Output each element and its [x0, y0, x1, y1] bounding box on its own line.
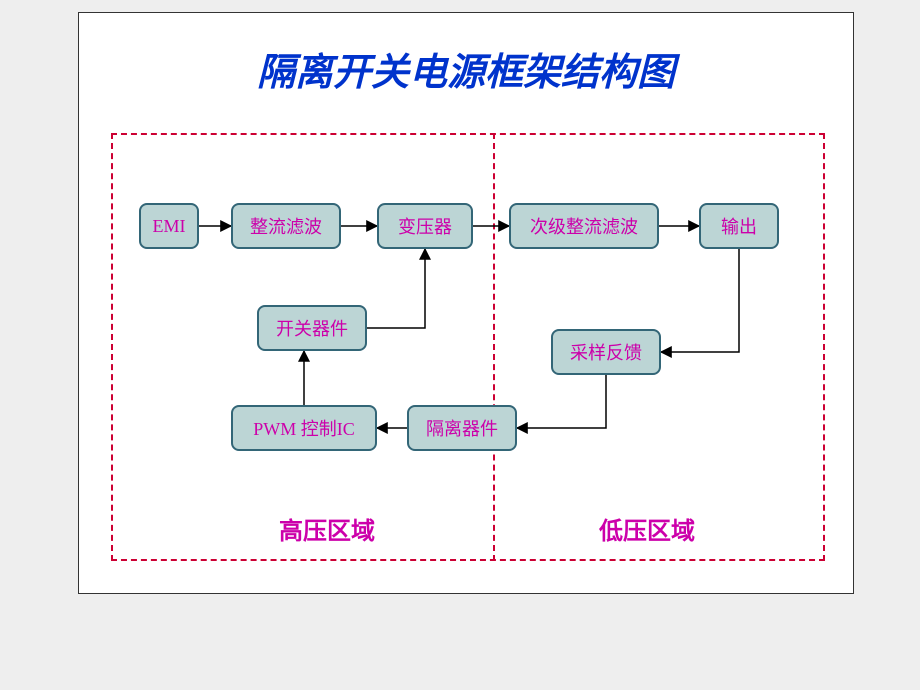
node-pwm-ic: PWM 控制IC [231, 405, 377, 451]
node-output: 输出 [699, 203, 779, 249]
node-emi: EMI [139, 203, 199, 249]
label-low-voltage: 低压区域 [599, 511, 695, 546]
region-outline [111, 133, 825, 561]
label-high-voltage: 高压区域 [279, 511, 375, 546]
node-sample-feedback: 采样反馈 [551, 329, 661, 375]
diagram-title: 隔离开关电源框架结构图 [79, 41, 853, 96]
node-switch: 开关器件 [257, 305, 367, 351]
node-rectifier1: 整流滤波 [231, 203, 341, 249]
node-isolation: 隔离器件 [407, 405, 517, 451]
region-divider [493, 133, 495, 561]
node-transformer: 变压器 [377, 203, 473, 249]
diagram-canvas: 隔离开关电源框架结构图 EMI 整流滤波 变压器 次级整流滤波 输出 开关器件 … [78, 12, 854, 594]
node-rectifier2: 次级整流滤波 [509, 203, 659, 249]
